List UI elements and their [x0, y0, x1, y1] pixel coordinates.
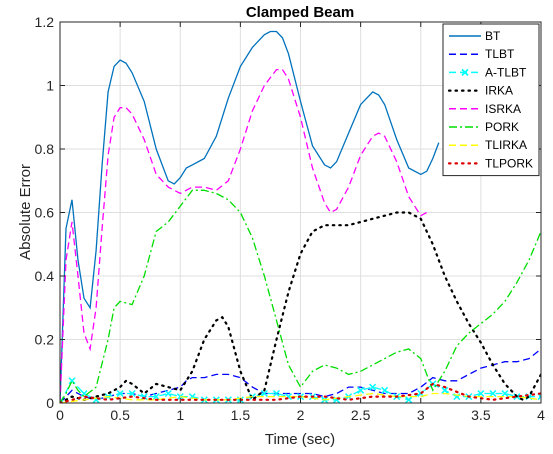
y-tick-label: 0.6 — [35, 205, 55, 221]
series-line-bt — [60, 30, 440, 403]
series-point-a-tlbt — [128, 389, 136, 398]
series-point-a-tlbt — [152, 393, 160, 401]
series-line-tlpork — [60, 382, 541, 403]
series-line-irka — [60, 211, 541, 403]
x-tick-label: 3.5 — [471, 407, 491, 423]
legend-label: IRKA — [485, 84, 513, 98]
legend-label: TLBT — [485, 47, 515, 61]
legend: BT TLBT A-TLBT IRKA ISRKA PORK TLIRKA TLPORK — [442, 23, 540, 177]
x-tick-label: 4 — [537, 407, 545, 423]
legend-entry-isrka: ISRKA — [449, 102, 521, 116]
x-axis-title: Time (sec) — [265, 431, 335, 448]
series-point-a-tlbt — [272, 389, 280, 398]
y-tick-label: 0.2 — [35, 332, 55, 348]
series-point-a-tlbt — [357, 386, 365, 394]
legend-box — [442, 23, 540, 177]
series-line-isrka — [60, 68, 428, 403]
series-line-tlirka — [60, 392, 541, 403]
y-tick-label: 0.8 — [35, 141, 55, 157]
y-tick-label: 1 — [46, 78, 54, 94]
legend-label: BT — [485, 29, 501, 43]
legend-label: A-TLBT — [485, 65, 527, 79]
y-tick-label: 0 — [46, 395, 54, 411]
x-tick-label: 2.5 — [351, 407, 371, 423]
series-point-a-tlbt — [405, 396, 413, 403]
legend-entry-bt: BT — [449, 29, 501, 43]
legend-entry-tlbt: TLBT — [449, 47, 515, 61]
x-tick-label: 3 — [417, 407, 425, 423]
series-point-a-tlbt — [477, 389, 485, 398]
legend-marker — [461, 68, 469, 77]
x-tick-label: 0 — [56, 407, 64, 423]
legend-label: TLIRKA — [485, 138, 527, 152]
series-point-a-tlbt — [260, 389, 268, 398]
x-tick-label: 2 — [297, 407, 305, 423]
chart-title: Clamped Beam — [246, 4, 354, 21]
legend-label: TLPORK — [485, 156, 533, 170]
series-point-a-tlbt — [369, 383, 377, 391]
series-point-a-tlbt — [501, 389, 509, 398]
series-point-a-tlbt — [116, 389, 124, 398]
series-point-a-tlbt — [489, 389, 497, 398]
legend-entry-irka: IRKA — [447, 84, 513, 98]
series-point-a-tlbt — [68, 377, 76, 385]
legend-entry-tlpork: TLPORK — [447, 156, 533, 170]
series-point-a-tlbt — [140, 393, 148, 401]
series-point-a-tlbt — [381, 386, 389, 394]
legend-entry-a-tlbt: A-TLBT — [449, 65, 527, 79]
series-point-a-tlbt — [441, 386, 449, 394]
legend-entry-pork: PORK — [449, 120, 519, 134]
legend-label: ISRKA — [485, 102, 521, 116]
legend-label: PORK — [485, 120, 519, 134]
y-tick-label: 1.2 — [35, 14, 55, 30]
y-tick-label: 0.4 — [35, 268, 55, 284]
x-tick-label: 1 — [176, 407, 184, 423]
x-tick-label: 0.5 — [110, 407, 130, 423]
y-axis-title: Absolute Error — [17, 164, 34, 260]
series-line-pork — [60, 189, 541, 403]
x-tick-label: 1.5 — [231, 407, 251, 423]
series-point-a-tlbt — [164, 389, 172, 398]
legend-entry-tlirka: TLIRKA — [449, 138, 527, 152]
